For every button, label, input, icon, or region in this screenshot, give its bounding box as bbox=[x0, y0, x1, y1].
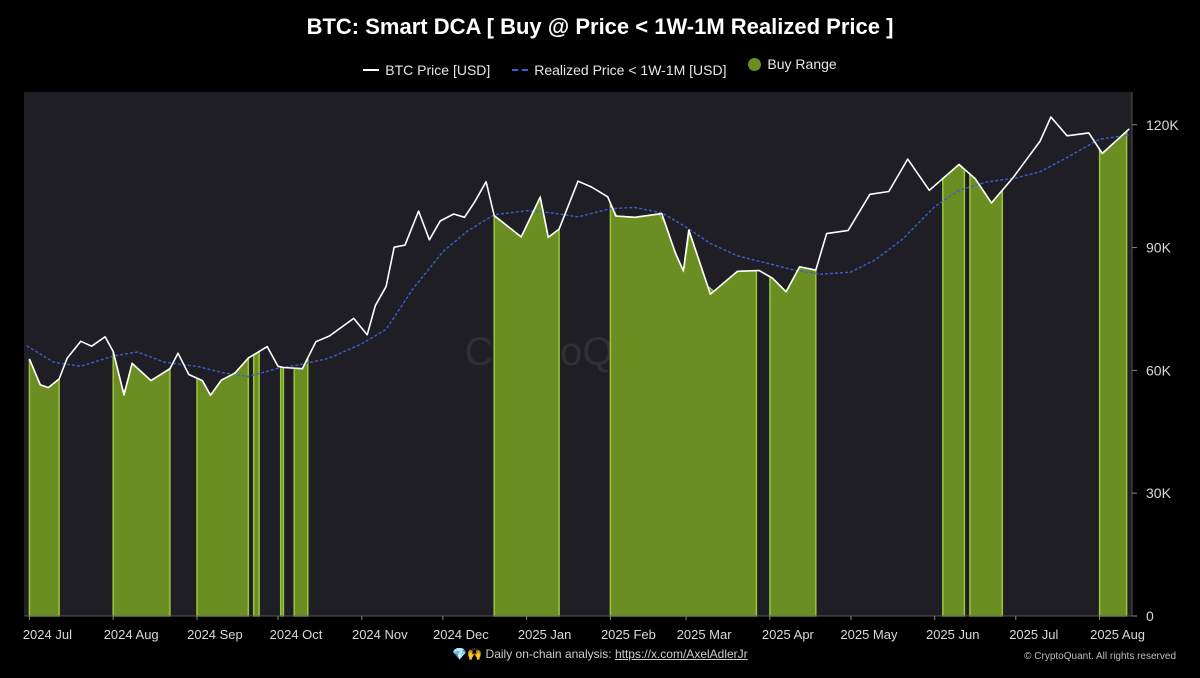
buy-range-area bbox=[1098, 129, 1128, 617]
x-tick-label: 2025 Feb bbox=[601, 627, 656, 642]
x-tick-label: 2024 Aug bbox=[104, 627, 159, 642]
footer-note: 💎🙌 Daily on-chain analysis: https://x.co… bbox=[0, 647, 1200, 661]
x-tick-label: 2024 Dec bbox=[433, 627, 489, 642]
legend: BTC Price [USD] Realized Price < 1W-1M [… bbox=[0, 56, 1200, 78]
x-tick-label: 2025 Aug bbox=[1090, 627, 1145, 642]
buy-range-area bbox=[196, 356, 250, 617]
legend-item-realized-price[interactable]: Realized Price < 1W-1M [USD] bbox=[512, 61, 727, 78]
buy-range-area bbox=[112, 351, 171, 617]
x-tick-label: 2024 Sep bbox=[187, 627, 243, 642]
buy-range-area bbox=[252, 349, 260, 617]
buy-range-area bbox=[28, 358, 60, 617]
buy-range-area bbox=[769, 266, 817, 617]
buy-range-layer bbox=[28, 129, 1128, 617]
line-swatch-icon bbox=[363, 68, 380, 71]
x-tick-label: 2025 Jul bbox=[1009, 627, 1058, 642]
x-tick-label: 2025 Mar bbox=[677, 627, 733, 642]
x-axis: 2024 Jul 2024 Aug 2024 Sep 2024 Oct 2024 Nov… bbox=[23, 615, 1145, 642]
buy-range-area bbox=[279, 366, 285, 617]
footer-note-label: Daily on-chain analysis: bbox=[485, 647, 612, 661]
y-tick-label: 90K bbox=[1146, 240, 1172, 256]
copyright: © CryptoQuant. All rights reserved bbox=[1024, 651, 1176, 662]
x-tick-label: 2025 Jun bbox=[926, 627, 980, 642]
chart-title: BTC: Smart DCA [ Buy @ Price < 1W-1M Rea… bbox=[306, 14, 894, 39]
diamond-hands-icon: 💎🙌 bbox=[452, 647, 483, 661]
legend-label-btc-price: BTC Price [USD] bbox=[385, 61, 491, 78]
dashed-line-swatch-icon bbox=[512, 68, 529, 71]
legend-item-btc-price[interactable]: BTC Price [USD] bbox=[363, 62, 490, 78]
author-link[interactable]: https://x.com/AxelAdlerJr bbox=[614, 647, 748, 661]
legend-item-buy-range[interactable]: Buy Range bbox=[748, 56, 837, 72]
x-tick-label: 2025 May bbox=[840, 627, 898, 642]
realized-price-line bbox=[26, 134, 1130, 378]
y-tick-label: 60K bbox=[1146, 362, 1172, 378]
buy-range-area bbox=[493, 194, 560, 617]
x-tick-label: 2024 Jul bbox=[23, 627, 72, 642]
x-tick-label: 2025 Jan bbox=[518, 627, 572, 642]
btc-price-line bbox=[28, 116, 1130, 397]
x-tick-label: 2025 Apr bbox=[762, 627, 815, 642]
circle-swatch-icon bbox=[748, 57, 762, 71]
buy-range-area bbox=[293, 357, 309, 617]
y-axis: 0 30K 60K 90K 120K bbox=[1132, 117, 1179, 624]
x-tick-label: 2024 Nov bbox=[352, 627, 408, 642]
y-tick-label: 0 bbox=[1146, 608, 1154, 624]
buy-range-area bbox=[942, 163, 966, 617]
x-tick-label: 2024 Oct bbox=[270, 627, 323, 642]
y-tick-label: 120K bbox=[1146, 117, 1179, 133]
y-tick-label: 30K bbox=[1146, 485, 1172, 501]
legend-label-realized-price: Realized Price < 1W-1M [USD] bbox=[534, 61, 727, 78]
buy-range-area bbox=[969, 172, 1004, 617]
legend-label-buy-range: Buy Range bbox=[767, 56, 837, 72]
